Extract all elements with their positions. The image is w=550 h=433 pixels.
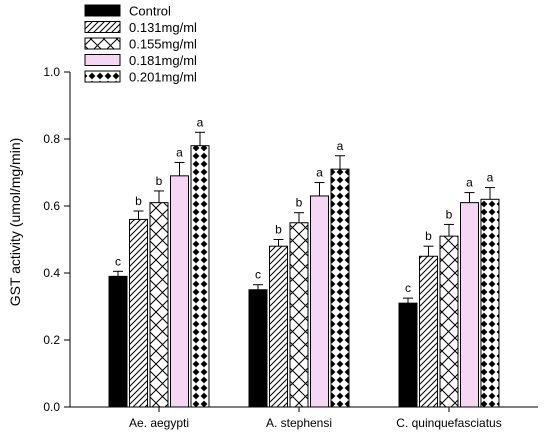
y-tick-label: 0.4 [43,266,60,280]
bar [170,175,189,408]
significance-label: a [337,139,344,153]
significance-label: c [255,268,261,282]
y-tick-label: 0.8 [43,132,60,146]
x-tick-label: Ae. aegypti [129,416,189,430]
significance-label: b [446,207,453,221]
y-tick-label: 0.0 [43,400,60,414]
bar [248,289,268,408]
legend-swatch [84,70,121,83]
significance-label: b [156,174,163,188]
bar [330,168,350,408]
significance-label: c [115,254,121,268]
bar [398,302,418,408]
legend-label: Control [129,4,171,19]
bar [129,218,148,408]
y-tick-label: 1.0 [43,65,60,79]
bar [108,275,128,408]
legend-swatch [84,4,121,17]
significance-label: b [275,223,282,237]
significance-label: a [316,166,323,180]
significance-label: b [296,196,303,210]
legend-swatch [84,54,121,66]
bar [149,202,169,408]
significance-label: b [135,194,142,208]
legend-label: 0.155mg/ml [129,37,197,52]
legend-label: 0.131mg/ml [129,20,197,35]
bar [310,195,329,408]
bar [439,235,459,408]
y-tick-label: 0.6 [43,199,60,213]
bar [419,255,438,408]
significance-label: b [425,229,432,243]
y-tick-label: 0.2 [43,333,60,347]
legend-swatch [84,37,121,50]
legend-swatch [84,21,121,33]
significance-label: a [197,115,204,129]
x-tick-label: C. quinquefasciatus [396,416,501,430]
significance-label: a [466,176,473,190]
significance-label: a [487,171,494,185]
legend-label: 0.201mg/ml [129,70,197,85]
bar [190,145,210,408]
y-axis-title: GST activity (umol/mg/min) [7,138,23,307]
bar [269,245,288,408]
bar [289,222,309,408]
bar [460,202,479,408]
axes: 0.0 0.2 0.4 0.6 0.8 1.0 Ae. aegypti A. stephens… [43,65,538,430]
bar [480,198,500,408]
legend-label: 0.181mg/ml [129,53,197,68]
significance-label: c [405,281,411,295]
x-tick-label: A. stephensi [266,416,332,430]
significance-label: a [176,145,183,159]
